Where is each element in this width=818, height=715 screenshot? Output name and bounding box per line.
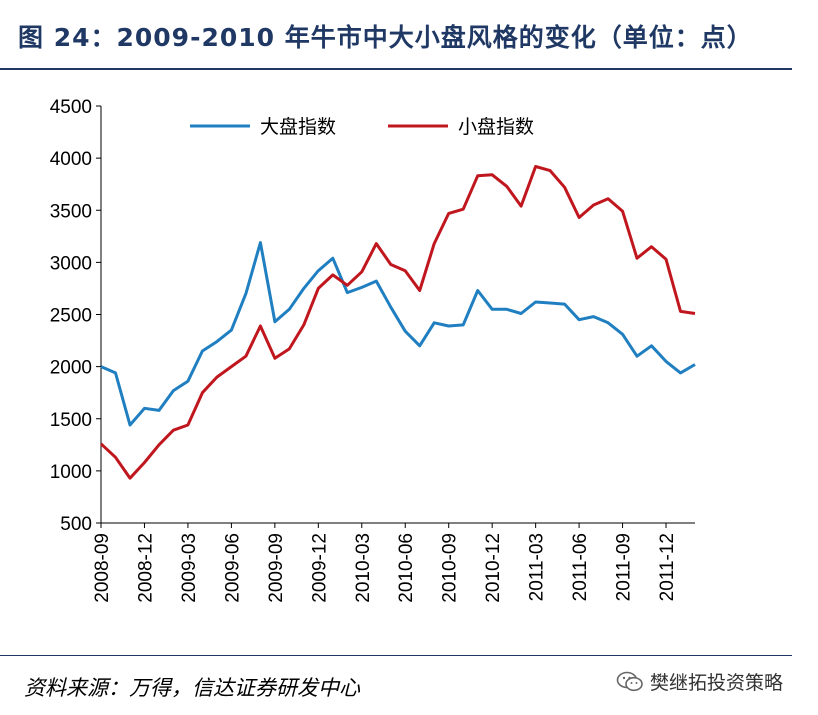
x-tick-label: 2008-09 [92,533,113,603]
wechat-icon [616,671,643,691]
series-line [99,165,696,480]
y-tick-label: 1500 [50,410,92,431]
series-lines [99,165,696,480]
x-tick-label: 2009-06 [222,533,243,603]
axes: 450040003500300025002000150010005002008-… [50,97,695,603]
x-tick-label: 2011-06 [570,533,591,601]
y-tick-label: 4000 [50,149,92,170]
chart-title: 图 24：2009-2010 年牛市中大小盘风格的变化（单位：点） [18,23,753,52]
x-tick-label: 2010-12 [483,533,504,603]
title-rule [0,68,792,70]
footer-rule [0,655,792,656]
x-tick-label: 2010-03 [353,533,374,603]
source-note: 资料来源：万得，信达证券研发中心 [24,676,360,700]
y-tick-label: 500 [60,514,92,535]
y-tick-label: 3500 [50,201,92,222]
x-tick-label: 2010-09 [440,533,461,603]
y-tick-label: 1000 [50,462,92,483]
x-tick-label: 2009-12 [309,533,330,603]
y-tick-label: 3000 [50,253,92,274]
y-tick-label: 2500 [50,306,92,327]
watermark-text: 樊继拓投资策略 [650,672,784,694]
x-tick-label: 2011-12 [657,533,678,601]
y-tick-label: 2000 [50,358,92,379]
watermark: 樊继拓投资策略 [616,668,783,695]
x-tick-label: 2009-09 [266,533,287,603]
legend: 大盘指数 小盘指数 [190,116,534,138]
line-chart: 450040003500300025002000150010005002008-… [50,97,696,603]
x-tick-label: 2011-09 [614,533,635,601]
series-line [100,241,696,427]
x-tick-label: 2010-06 [396,533,417,603]
legend-label: 小盘指数 [458,116,534,138]
y-tick-label: 4500 [50,97,92,118]
x-tick-label: 2011-03 [527,533,548,601]
x-tick-label: 2008-12 [135,533,156,603]
x-tick-label: 2009-03 [179,533,200,603]
legend-label: 大盘指数 [260,116,336,138]
